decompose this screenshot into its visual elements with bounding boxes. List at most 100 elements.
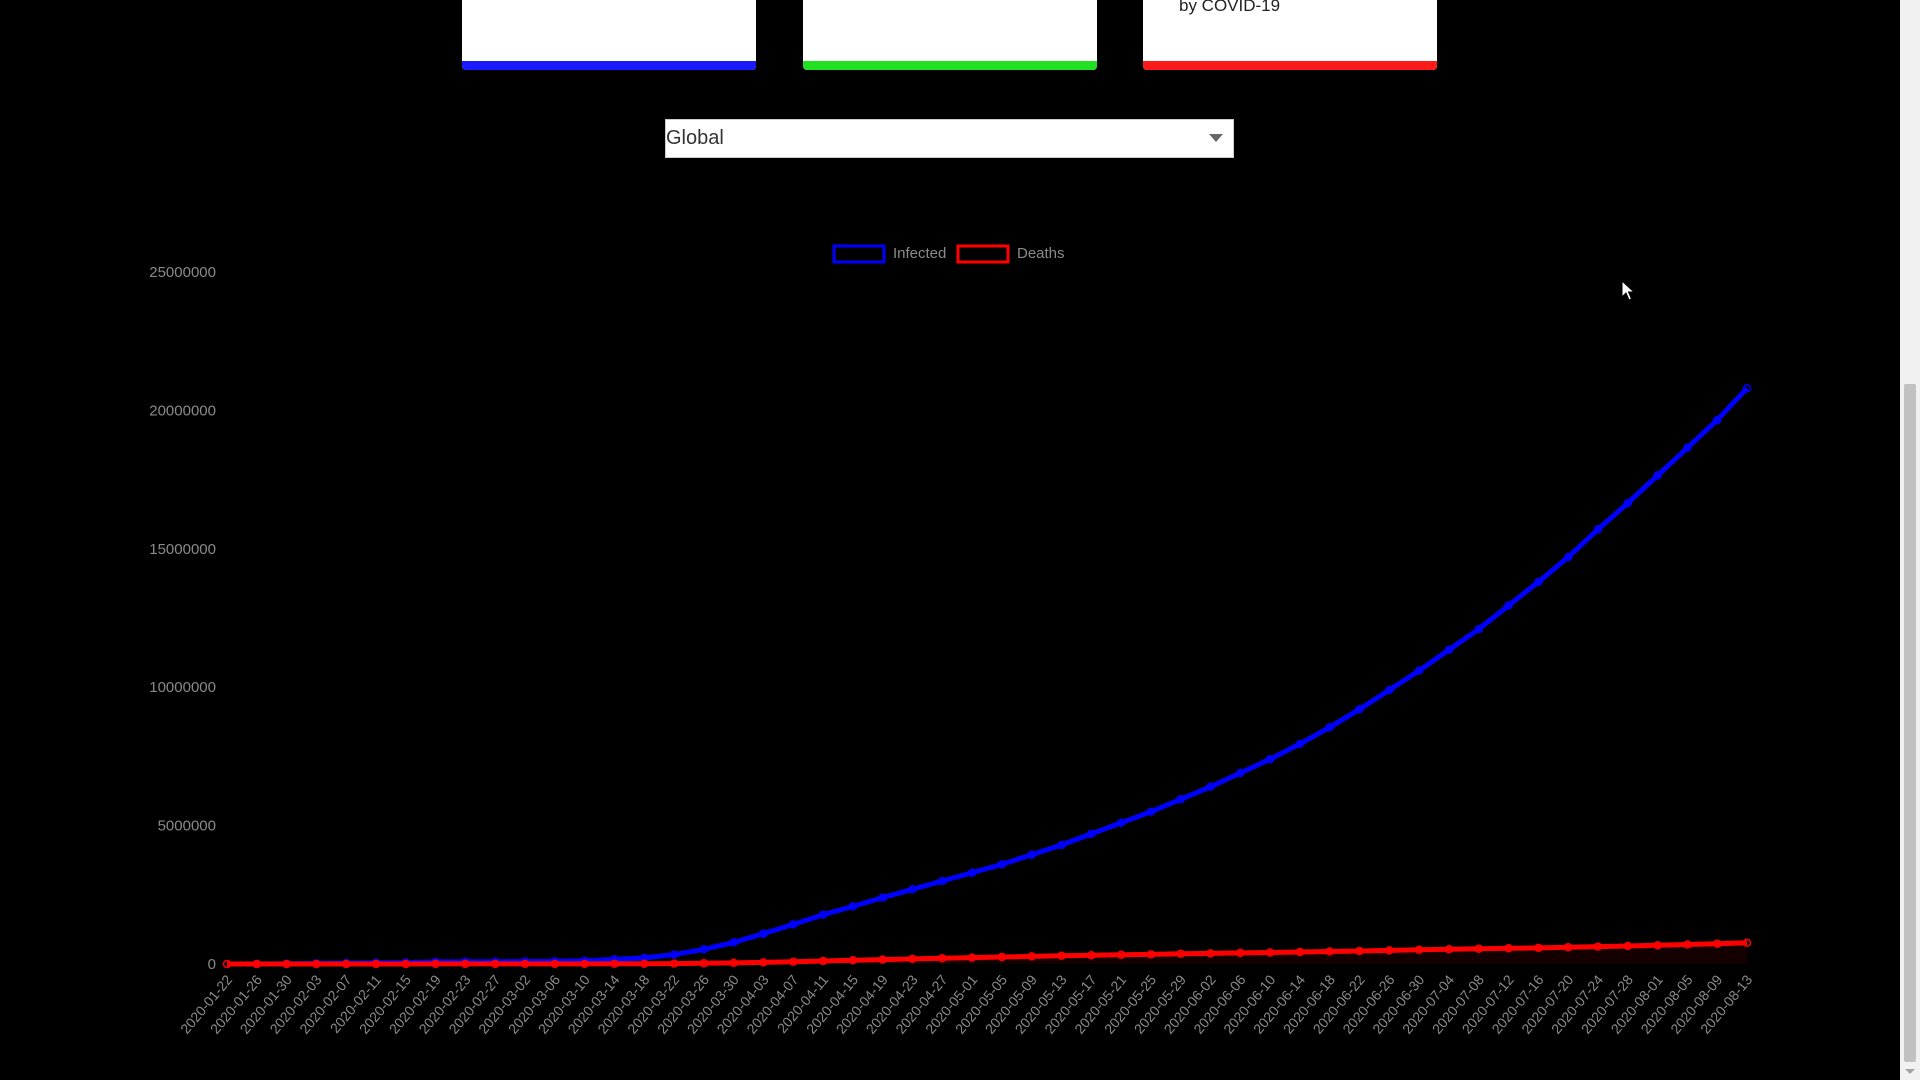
deaths-point[interactable] xyxy=(997,952,1007,962)
infected-point[interactable] xyxy=(818,910,828,919)
deaths-point[interactable] xyxy=(1027,952,1036,961)
deaths-point[interactable] xyxy=(1057,951,1066,961)
deaths-point[interactable] xyxy=(431,959,440,969)
deaths-point[interactable] xyxy=(1265,948,1275,957)
deaths-point[interactable] xyxy=(908,954,917,964)
infected-point[interactable] xyxy=(1712,415,1722,425)
country-select[interactable]: Global xyxy=(665,119,1234,158)
deaths-point[interactable] xyxy=(401,959,411,969)
deaths-point[interactable] xyxy=(1444,945,1454,954)
legend-item-deaths[interactable]: Deaths xyxy=(956,244,1065,264)
deaths-point[interactable] xyxy=(1355,946,1364,956)
deaths-point[interactable] xyxy=(282,959,291,969)
deaths-point[interactable] xyxy=(729,958,738,968)
deaths-point[interactable] xyxy=(1742,938,1752,948)
deaths-point[interactable] xyxy=(1414,945,1424,955)
deaths-point[interactable] xyxy=(699,959,709,968)
deaths-point[interactable] xyxy=(1087,950,1096,960)
infected-point[interactable] xyxy=(669,950,679,959)
infected-point[interactable] xyxy=(1385,685,1394,695)
chart-legend[interactable]: Infected Deaths xyxy=(832,244,1065,264)
infected-point[interactable] xyxy=(997,860,1007,869)
deaths-point[interactable] xyxy=(312,959,321,969)
deaths-point[interactable] xyxy=(550,959,560,969)
deaths-point[interactable] xyxy=(938,954,947,963)
deaths-point[interactable] xyxy=(640,959,649,969)
infected-point[interactable] xyxy=(789,920,798,929)
infected-point[interactable] xyxy=(1087,829,1096,839)
infected-point[interactable] xyxy=(1027,850,1036,859)
deaths-point[interactable] xyxy=(669,959,679,968)
deaths-point[interactable] xyxy=(818,956,828,966)
deaths-point[interactable] xyxy=(1206,949,1215,958)
deaths-point[interactable] xyxy=(490,959,500,969)
infected-point[interactable] xyxy=(1325,723,1334,732)
scrollbar-thumb[interactable] xyxy=(1904,384,1916,1062)
deaths-point[interactable] xyxy=(1116,950,1126,959)
infected-point[interactable] xyxy=(1265,754,1275,764)
deaths-point[interactable] xyxy=(759,958,768,967)
infected-point[interactable] xyxy=(1563,552,1573,562)
infected-point[interactable] xyxy=(1355,705,1364,714)
deaths-point[interactable] xyxy=(1593,942,1603,951)
chevron-down-icon[interactable] xyxy=(1209,134,1223,142)
infected-point[interactable] xyxy=(938,876,947,886)
deaths-point[interactable] xyxy=(461,959,470,969)
infected-point[interactable] xyxy=(1414,666,1424,675)
deaths-point[interactable] xyxy=(1295,947,1305,957)
infected-point[interactable] xyxy=(1206,782,1215,792)
infected-point[interactable] xyxy=(699,945,709,954)
infected-point[interactable] xyxy=(1146,807,1156,817)
infected-point[interactable] xyxy=(967,868,977,877)
deaths-point[interactable] xyxy=(848,956,858,965)
infected-point[interactable] xyxy=(729,938,738,947)
infected-point[interactable] xyxy=(1176,795,1185,804)
y-tick-label: 10000000 xyxy=(149,679,216,696)
infected-point[interactable] xyxy=(878,893,887,902)
deaths-point[interactable] xyxy=(1683,940,1692,949)
deaths-point[interactable] xyxy=(341,959,351,969)
deaths-point[interactable] xyxy=(580,959,589,969)
scroll-down-arrow-icon[interactable] xyxy=(1905,1069,1915,1074)
deaths-point[interactable] xyxy=(1504,944,1513,953)
deaths-point[interactable] xyxy=(1534,943,1543,953)
infected-point[interactable] xyxy=(1474,624,1484,634)
infected-point[interactable] xyxy=(1504,601,1513,610)
deaths-point[interactable] xyxy=(1385,946,1394,955)
deaths-point[interactable] xyxy=(1176,949,1185,959)
infected-point[interactable] xyxy=(759,929,768,938)
infected-point[interactable] xyxy=(1593,525,1603,534)
deaths-point[interactable] xyxy=(1623,941,1633,951)
recovered-card-accent-bar xyxy=(803,61,1097,70)
deaths-point[interactable] xyxy=(1146,950,1156,959)
infected-point[interactable] xyxy=(908,885,917,894)
infected-point[interactable] xyxy=(1057,840,1066,850)
deaths-point[interactable] xyxy=(1563,943,1573,952)
deaths-point[interactable] xyxy=(789,957,798,967)
infected-point[interactable] xyxy=(1116,818,1126,828)
deaths-point[interactable] xyxy=(371,959,381,969)
infected-point[interactable] xyxy=(1653,471,1662,480)
deaths-point[interactable] xyxy=(520,959,530,969)
infected-point[interactable] xyxy=(1534,577,1543,587)
infected-point[interactable] xyxy=(1742,384,1752,393)
infected-point[interactable] xyxy=(1444,645,1454,655)
deaths-point[interactable] xyxy=(1474,944,1484,954)
infected-point[interactable] xyxy=(1295,739,1305,749)
deaths-point[interactable] xyxy=(1325,947,1334,956)
deaths-point[interactable] xyxy=(252,959,262,969)
deaths-point[interactable] xyxy=(610,959,619,969)
infected-point[interactable] xyxy=(1683,443,1692,453)
deaths-point[interactable] xyxy=(1653,940,1662,950)
infected-point[interactable] xyxy=(1236,768,1245,778)
infected-point[interactable] xyxy=(848,902,858,911)
deaths-point[interactable] xyxy=(1712,939,1722,948)
infected-point[interactable] xyxy=(1623,498,1633,508)
vertical-scrollbar[interactable] xyxy=(1900,0,1920,1080)
y-axis: 0 5000000 10000000 15000000 20000000 25000000 xyxy=(149,264,216,973)
deaths-point[interactable] xyxy=(878,955,887,964)
deaths-point[interactable] xyxy=(1236,948,1245,958)
deaths-point[interactable] xyxy=(967,953,977,962)
legend-item-infected[interactable]: Infected xyxy=(832,244,946,264)
deaths-point[interactable] xyxy=(222,959,232,969)
